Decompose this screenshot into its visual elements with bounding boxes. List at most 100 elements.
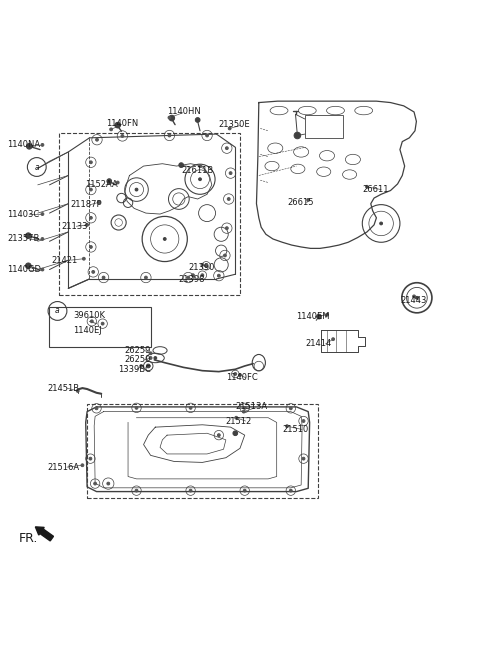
Circle shape — [89, 246, 92, 248]
Circle shape — [115, 123, 120, 128]
Text: 1140NA: 1140NA — [7, 140, 40, 149]
Bar — [87, 404, 318, 497]
Text: 21443: 21443 — [400, 295, 426, 304]
Circle shape — [140, 364, 143, 367]
Circle shape — [41, 143, 44, 146]
Text: 26259: 26259 — [125, 346, 151, 355]
Text: 1140FC: 1140FC — [226, 373, 258, 382]
Circle shape — [226, 147, 228, 149]
Circle shape — [135, 188, 138, 191]
Circle shape — [146, 364, 150, 368]
Circle shape — [97, 201, 100, 203]
Circle shape — [144, 276, 147, 279]
Circle shape — [332, 338, 335, 340]
FancyArrow shape — [36, 527, 53, 541]
Circle shape — [217, 274, 220, 277]
Circle shape — [242, 410, 245, 413]
Text: 39610K: 39610K — [73, 311, 105, 320]
Circle shape — [26, 143, 32, 149]
Circle shape — [307, 198, 310, 201]
Circle shape — [94, 482, 96, 485]
Text: 21350E: 21350E — [219, 120, 251, 129]
Text: 21513A: 21513A — [235, 402, 267, 411]
Circle shape — [168, 134, 171, 137]
Circle shape — [187, 276, 190, 279]
Circle shape — [149, 357, 152, 359]
Circle shape — [116, 181, 119, 184]
Circle shape — [25, 263, 31, 269]
Circle shape — [135, 406, 138, 409]
Circle shape — [86, 224, 88, 226]
Circle shape — [201, 263, 204, 266]
Circle shape — [289, 407, 292, 409]
Circle shape — [199, 165, 202, 168]
Circle shape — [89, 216, 92, 219]
Text: 21398: 21398 — [179, 275, 205, 284]
Circle shape — [302, 457, 305, 460]
Circle shape — [41, 213, 44, 215]
Circle shape — [89, 457, 92, 460]
Circle shape — [95, 407, 98, 409]
Text: 1152AA: 1152AA — [85, 181, 118, 189]
Text: 1140EJ: 1140EJ — [73, 326, 102, 335]
Circle shape — [189, 489, 192, 492]
Circle shape — [121, 134, 124, 138]
Circle shape — [92, 271, 95, 273]
Circle shape — [201, 274, 204, 276]
Circle shape — [228, 127, 231, 130]
Circle shape — [90, 320, 93, 323]
Circle shape — [317, 314, 322, 319]
Circle shape — [135, 489, 138, 492]
Circle shape — [234, 372, 237, 376]
Circle shape — [233, 431, 238, 436]
Circle shape — [243, 489, 246, 492]
Circle shape — [163, 237, 166, 241]
Circle shape — [107, 179, 111, 183]
Text: 1140FN: 1140FN — [106, 119, 138, 128]
Circle shape — [239, 374, 241, 376]
Circle shape — [101, 322, 104, 325]
Circle shape — [366, 185, 369, 188]
Text: 1140EM: 1140EM — [297, 312, 330, 321]
Text: a: a — [55, 306, 60, 316]
Text: 26611: 26611 — [362, 185, 389, 194]
Circle shape — [204, 264, 207, 267]
Text: 21451B: 21451B — [47, 383, 79, 393]
Text: 21133: 21133 — [61, 222, 88, 231]
Circle shape — [168, 116, 171, 119]
Circle shape — [83, 258, 85, 260]
Text: a: a — [35, 162, 39, 171]
Text: 21390: 21390 — [188, 263, 215, 272]
Circle shape — [217, 434, 220, 437]
Circle shape — [169, 115, 175, 121]
Text: 1140HN: 1140HN — [167, 108, 201, 117]
Circle shape — [205, 134, 208, 137]
Circle shape — [195, 117, 200, 123]
Circle shape — [243, 406, 246, 409]
Circle shape — [289, 489, 292, 492]
Circle shape — [286, 425, 288, 428]
Circle shape — [96, 138, 98, 141]
Circle shape — [416, 297, 418, 299]
Circle shape — [149, 352, 152, 355]
Bar — [305, 115, 343, 138]
Circle shape — [302, 420, 305, 422]
Circle shape — [110, 128, 112, 131]
Circle shape — [107, 482, 110, 485]
Circle shape — [154, 357, 157, 359]
Circle shape — [325, 314, 328, 316]
Circle shape — [41, 268, 44, 271]
Circle shape — [192, 274, 194, 276]
Circle shape — [413, 295, 416, 298]
Circle shape — [41, 237, 44, 241]
Bar — [49, 307, 151, 347]
Text: 21510: 21510 — [282, 425, 309, 434]
Text: 21512: 21512 — [226, 417, 252, 426]
Circle shape — [189, 406, 192, 409]
Text: FR.: FR. — [19, 532, 38, 545]
Text: 21611B: 21611B — [181, 166, 214, 175]
Circle shape — [380, 222, 383, 225]
Text: 21516A: 21516A — [47, 463, 79, 471]
Text: 26250: 26250 — [125, 355, 151, 364]
Circle shape — [235, 417, 238, 419]
